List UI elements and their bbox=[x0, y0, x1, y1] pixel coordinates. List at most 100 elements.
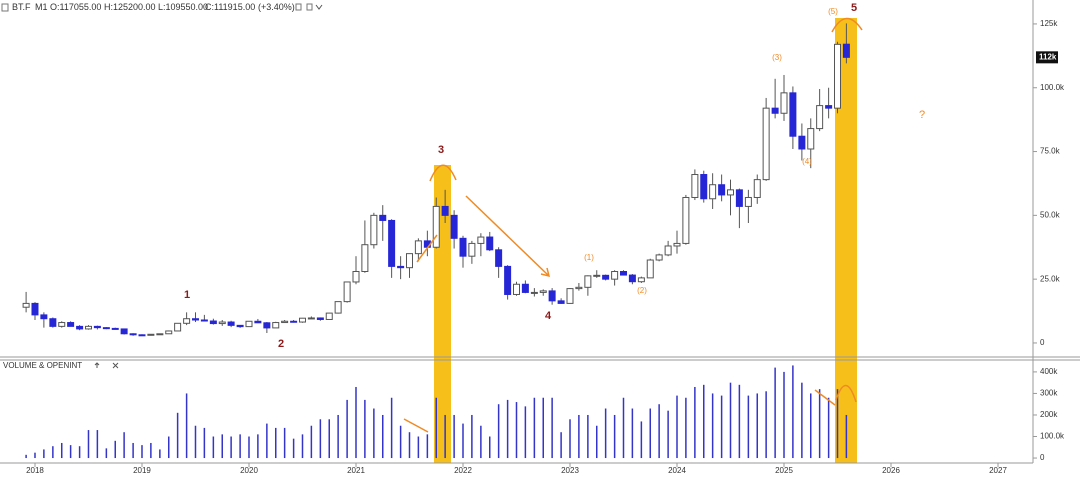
candle-body bbox=[93, 325, 101, 329]
volume-bar bbox=[676, 395, 678, 459]
icon bbox=[1, 3, 9, 12]
candle-body bbox=[753, 179, 761, 198]
candle-body bbox=[281, 320, 289, 324]
candle-body bbox=[156, 333, 164, 336]
candle-body bbox=[31, 302, 39, 316]
candle-body bbox=[58, 322, 66, 327]
candle-body bbox=[254, 320, 262, 324]
volume-bar bbox=[105, 448, 108, 459]
volume-bar bbox=[310, 425, 313, 459]
candle-body bbox=[584, 275, 592, 288]
change: (+3.40%) bbox=[258, 2, 295, 12]
annotation: (5) bbox=[828, 7, 838, 16]
volume-bar bbox=[364, 399, 366, 459]
candle-body bbox=[325, 312, 333, 320]
icon[interactable] bbox=[306, 3, 313, 11]
volume-bar bbox=[150, 442, 152, 459]
volume-bar bbox=[25, 454, 27, 459]
annotation: (1) bbox=[584, 253, 594, 262]
volume-bar bbox=[69, 445, 72, 459]
candle-body bbox=[450, 214, 458, 239]
annotation: 4 bbox=[545, 310, 552, 322]
candle-body bbox=[566, 288, 574, 304]
annotations: 1 2 3 4 5 (1) (2) (3) (4) (5) ? bbox=[184, 2, 925, 350]
candle-body bbox=[655, 254, 663, 261]
volume-bar bbox=[52, 446, 54, 459]
volume-bar bbox=[390, 397, 393, 459]
header-text: BT.F M1 O:117055.00 H:125200.00 L:109550.00C… bbox=[12, 2, 295, 12]
y-tick-label: 50.0k bbox=[1040, 210, 1061, 219]
x-tick-label: 2022 bbox=[454, 466, 472, 475]
candle-body bbox=[129, 333, 137, 336]
volume-bar bbox=[640, 421, 643, 459]
x-tick-label: 2025 bbox=[775, 466, 793, 475]
annotation: (3) bbox=[772, 53, 782, 62]
candle-body bbox=[22, 302, 30, 308]
wave-arc bbox=[831, 17, 863, 33]
x-tick-label: 2024 bbox=[668, 466, 686, 475]
candle-body bbox=[718, 184, 726, 196]
annotation: ? bbox=[919, 109, 925, 121]
volume-bar bbox=[43, 449, 45, 459]
candle-body bbox=[397, 265, 405, 269]
candle-body bbox=[236, 324, 244, 328]
volume-bar bbox=[480, 425, 482, 459]
candle-body bbox=[183, 318, 191, 324]
volume-bar bbox=[685, 397, 687, 459]
candle-body bbox=[468, 242, 476, 257]
x-tick-label: 2020 bbox=[240, 466, 258, 475]
wave-arrow bbox=[465, 195, 551, 278]
volume-bar bbox=[426, 434, 429, 459]
wave-line bbox=[416, 234, 438, 263]
candle-body bbox=[495, 249, 503, 267]
volume-bar bbox=[801, 382, 803, 459]
candle-body bbox=[432, 205, 440, 248]
volume-bar bbox=[649, 408, 652, 459]
candle-body bbox=[798, 135, 806, 150]
candle-body bbox=[477, 236, 485, 244]
volume-bar bbox=[792, 365, 794, 459]
candle-body bbox=[370, 214, 378, 246]
candle-body bbox=[602, 274, 610, 280]
volume-bar bbox=[203, 427, 206, 459]
candle-body bbox=[40, 314, 48, 320]
plot-area bbox=[22, 23, 850, 459]
candle-body bbox=[735, 189, 743, 207]
volume-bar bbox=[711, 393, 714, 459]
volume-bar bbox=[720, 395, 723, 459]
volume-bar bbox=[845, 414, 848, 459]
volume-bar bbox=[355, 386, 357, 459]
volume-bar bbox=[497, 404, 500, 459]
volume-bar bbox=[444, 414, 446, 459]
volume-bar bbox=[810, 393, 812, 459]
candle-body bbox=[84, 325, 92, 330]
icon[interactable] bbox=[295, 3, 302, 11]
candle-body bbox=[459, 237, 467, 257]
candle-body bbox=[620, 271, 628, 276]
volume-bar bbox=[114, 440, 116, 459]
candle-body bbox=[664, 245, 672, 256]
panel-icons[interactable] bbox=[94, 362, 119, 369]
candle-body bbox=[307, 317, 315, 320]
volume-bar bbox=[230, 436, 232, 459]
interval: M1 bbox=[35, 2, 48, 12]
volume-bar bbox=[346, 399, 348, 459]
volume-bar bbox=[435, 397, 437, 459]
volume-bar bbox=[836, 389, 839, 459]
y-tick-label: 100.0k bbox=[1040, 83, 1065, 92]
candle-body bbox=[513, 283, 520, 295]
icon[interactable] bbox=[315, 4, 323, 10]
volume-bar bbox=[631, 408, 634, 459]
last-price-marker bbox=[1036, 51, 1058, 64]
candle-body bbox=[138, 334, 146, 337]
candle-body bbox=[405, 253, 413, 269]
annotation: 1 bbox=[184, 289, 190, 301]
candle-body bbox=[343, 281, 351, 303]
volume-bar bbox=[587, 414, 589, 459]
candle-body bbox=[504, 265, 512, 295]
candle-body bbox=[709, 184, 717, 200]
volume-bar bbox=[533, 397, 536, 459]
volume-bar bbox=[783, 371, 785, 459]
volume-bar bbox=[774, 367, 776, 459]
